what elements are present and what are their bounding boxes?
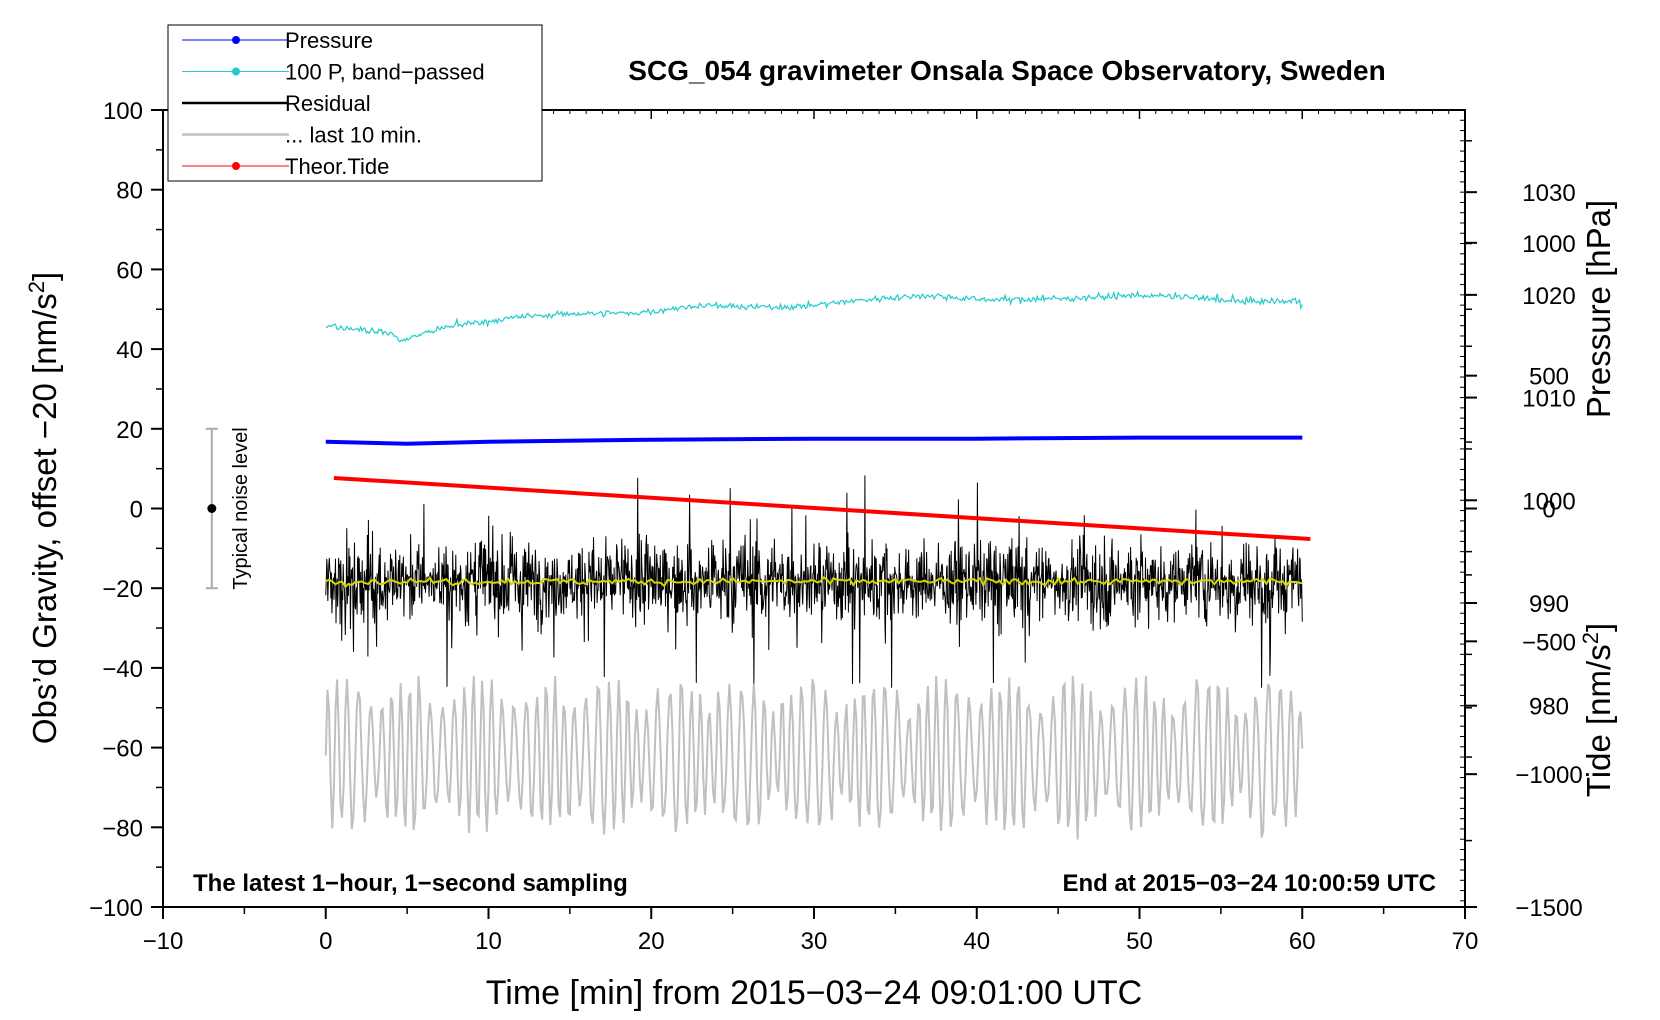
y-tick-label: 60: [116, 257, 143, 284]
y-axis-label-left: Obs’d Gravity, offset −20 [nm/s2]: [24, 272, 64, 744]
tide-tick-label: −1500: [1515, 895, 1582, 922]
end-time-note: End at 2015−03−24 10:00:59 UTC: [1062, 870, 1436, 897]
band-passed-series: [325, 289, 1303, 343]
legend: Pressure 100 P, band−passed Residual ... la…: [167, 24, 543, 182]
legend-label: Residual: [285, 91, 371, 116]
x-tick-label: 20: [638, 928, 665, 955]
legend-entries: Pressure 100 P, band−passed Residual ... la…: [182, 28, 485, 179]
x-tick-label: 70: [1452, 928, 1479, 955]
pressure-tick-label: 1030: [1522, 180, 1575, 207]
pressure-tick-label: 1000: [1522, 488, 1575, 515]
residual-smoothed-series: [325, 576, 1303, 589]
y-axis-label-tide-main: Tide [nm/s: [1580, 644, 1617, 797]
tide-tick-label: −1000: [1515, 762, 1582, 789]
pressure-tick-label: 1020: [1522, 283, 1575, 310]
pressure-tick-label: 980: [1529, 694, 1569, 721]
legend-marker: [232, 67, 240, 76]
sampling-note: The latest 1−hour, 1−second sampling: [193, 870, 628, 897]
y-axis-label-tide-sup: 2: [1578, 632, 1603, 644]
noise-level-indicator: Typical noise level: [205, 427, 252, 590]
tide-tick-label: 500: [1529, 364, 1569, 391]
y-tick-label: 40: [116, 337, 143, 364]
legend-label: Theor.Tide: [285, 154, 389, 179]
y-tick-label: 100: [103, 98, 143, 125]
y-axis-label-pressure: Pressure [hPa]: [1580, 200, 1617, 418]
theoretical-tide-series: [333, 475, 1311, 542]
chart-title: SCG_054 gravimeter Onsala Space Observat…: [628, 55, 1385, 86]
y-tick-label: −80: [102, 815, 143, 842]
noise-level-label: Typical noise level: [230, 427, 252, 589]
x-tick-label: 40: [963, 928, 990, 955]
y-tick-label: −20: [102, 576, 143, 603]
pressure-tick-label: 990: [1529, 591, 1569, 618]
y-tick-label: 0: [130, 497, 143, 524]
y-tick-label: −60: [102, 736, 143, 763]
x-tick-label: 30: [801, 928, 828, 955]
x-axis-label: Time [min] from 2015−03−24 09:01:00 UTC: [486, 974, 1142, 1012]
y-tick-label: 20: [116, 417, 143, 444]
y-axis-label-left-sup: 2: [24, 281, 49, 293]
y-axis-label-tide: Tide [nm/s2]: [1578, 623, 1618, 797]
pressure-tick-label: 1010: [1522, 386, 1575, 413]
legend-marker: [232, 162, 240, 170]
x-tick-label: 50: [1126, 928, 1153, 955]
series-layer: [324, 289, 1311, 840]
y-axis-label-left-main: Obs’d Gravity, offset −20 [nm/s: [26, 293, 63, 744]
legend-label: 100 P, band−passed: [285, 60, 485, 85]
legend-label: Pressure: [285, 28, 373, 53]
plot-area: [324, 289, 1311, 840]
pressure-series: [325, 435, 1303, 446]
y-tick-label: −100: [89, 895, 143, 922]
legend-marker: [232, 36, 240, 44]
residual-series: [325, 475, 1303, 688]
legend-label: ... last 10 min.: [285, 123, 422, 148]
noise-center-dot: [207, 504, 217, 513]
tide-tick-label: −500: [1522, 629, 1576, 656]
x-tick-label: 10: [475, 928, 502, 955]
y-axis-label-left-close: ]: [26, 272, 63, 281]
y-tick-label: −40: [102, 656, 143, 683]
y-axis-label-tide-close: ]: [1580, 623, 1617, 632]
last-10-min-series: [324, 675, 1304, 840]
y-tick-label: 80: [116, 178, 143, 205]
tide-tick-label: 1000: [1522, 231, 1575, 258]
x-tick-label: 0: [319, 928, 332, 955]
tide-tick-label: 0: [1542, 497, 1555, 524]
axes-layer: −10 0 10 20 30 40 50 60 70−100−80−60−40−20020406…: [89, 98, 1583, 955]
x-tick-label: 60: [1289, 928, 1316, 955]
x-tick-label: −10: [143, 928, 184, 955]
